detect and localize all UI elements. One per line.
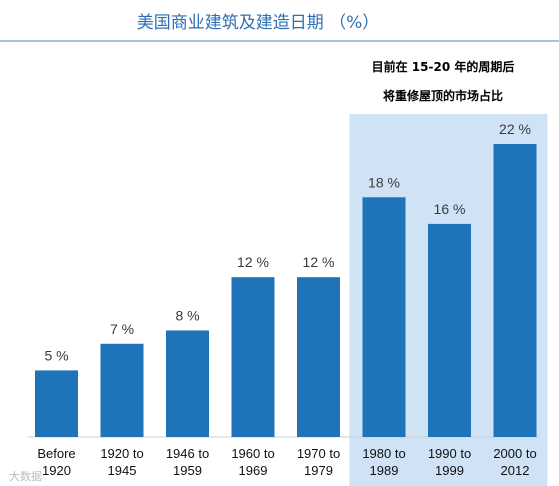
value-label-2: 8 % [175, 307, 199, 323]
highlight-label-line2: 将重修屋顶的市场占比 [383, 88, 503, 103]
chart-title: 美国商业建筑及建造日期 （%） [137, 13, 380, 33]
watermark-text: 大数据 [9, 469, 42, 483]
bar-0 [35, 370, 78, 437]
bar-7 [493, 144, 537, 437]
category-label-5: 1980 to 1989 [362, 446, 405, 478]
bar-4 [297, 277, 340, 437]
bar-6 [428, 223, 471, 437]
value-label-4: 12 % [303, 254, 335, 270]
value-label-0: 5 % [44, 347, 68, 363]
bar-5 [362, 197, 406, 437]
category-label-7: 2000 to 2012 [493, 446, 536, 478]
value-label-3: 12 % [237, 254, 269, 270]
bar-2 [166, 330, 209, 437]
bar-3 [231, 277, 275, 437]
category-label-4: 1970 to 1979 [297, 446, 340, 478]
category-label-3: 1960 to 1969 [231, 446, 274, 478]
category-label-6: 1990 to 1999 [428, 446, 471, 478]
value-label-1: 7 % [110, 321, 134, 337]
category-label-2: 1946 to 1959 [166, 446, 209, 478]
value-label-6: 16 % [434, 201, 466, 217]
bar-1 [100, 343, 144, 437]
highlight-label-line1: 目前在 15-20 年的周期后 [372, 59, 515, 74]
value-label-5: 18 % [368, 174, 400, 190]
category-label-1: 1920 to 1945 [100, 446, 143, 478]
value-label-7: 22 % [499, 121, 531, 137]
category-label-0: Before 1920 [37, 446, 75, 478]
